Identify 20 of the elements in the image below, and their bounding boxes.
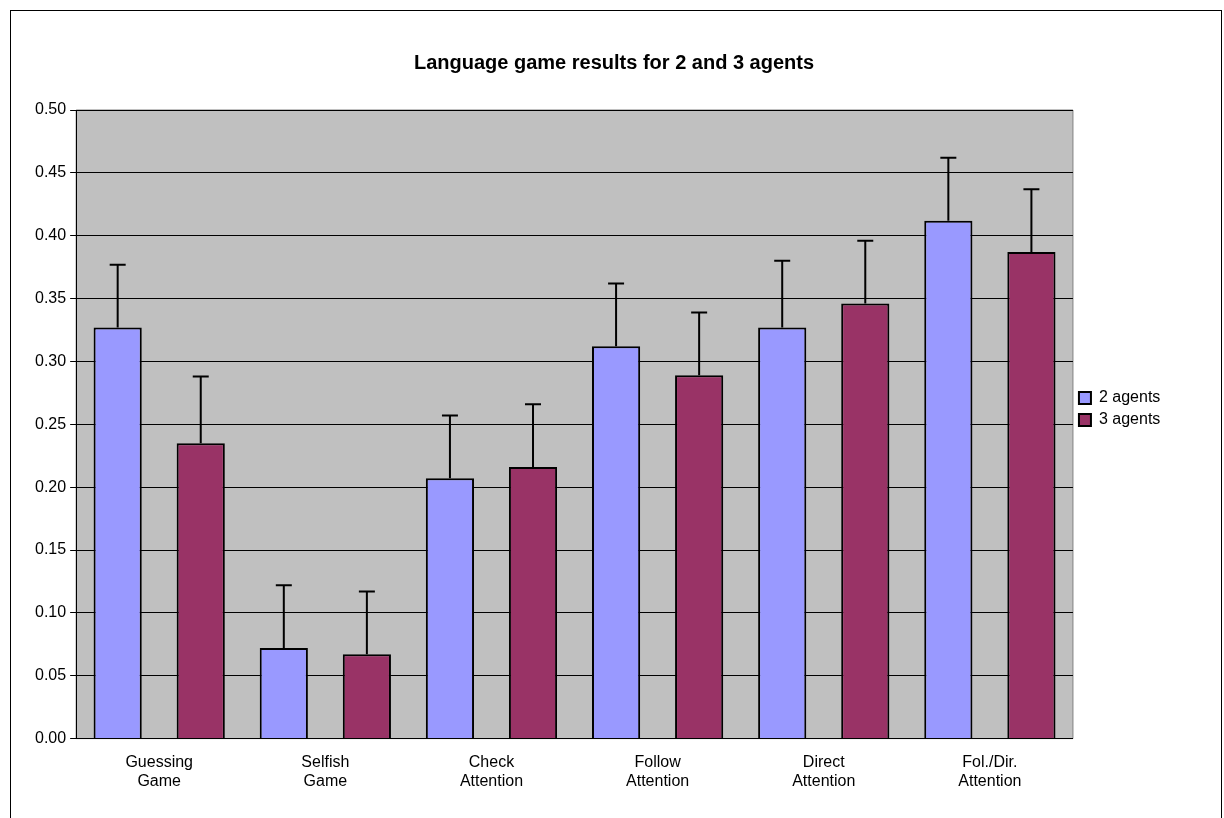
y-tick-label: 0.05 — [35, 666, 67, 684]
y-tick-label: 0.30 — [35, 351, 67, 369]
y-tick-label: 0.45 — [35, 163, 67, 181]
legend-label: 2 agents — [1098, 388, 1188, 406]
x-tick-label: Check Attention — [459, 752, 524, 789]
y-tick-label: 0.35 — [35, 288, 67, 306]
y-tick-label: 0.00 — [35, 729, 67, 747]
y-tick-label: 0.25 — [35, 414, 67, 432]
y-tick-label: 0.10 — [35, 603, 67, 621]
y-tick-label: 0.40 — [35, 226, 67, 244]
y-tick-label: 0.50 — [35, 100, 67, 118]
x-tick-label: Fol./Dir. Attention — [958, 752, 1022, 789]
x-tick-label: Guessing Game — [125, 752, 193, 789]
legend-label: 3 agents — [1098, 410, 1188, 428]
y-tick-label: 0.15 — [35, 540, 67, 558]
x-tick-label: Direct Attention — [792, 752, 856, 789]
x-tick-label: Selfish Game — [301, 752, 350, 789]
chart-title: Language game results for 2 and 3 agents — [413, 50, 815, 73]
y-tick-label: 0.20 — [35, 477, 67, 495]
x-tick-label: Follow Attention — [626, 752, 690, 789]
